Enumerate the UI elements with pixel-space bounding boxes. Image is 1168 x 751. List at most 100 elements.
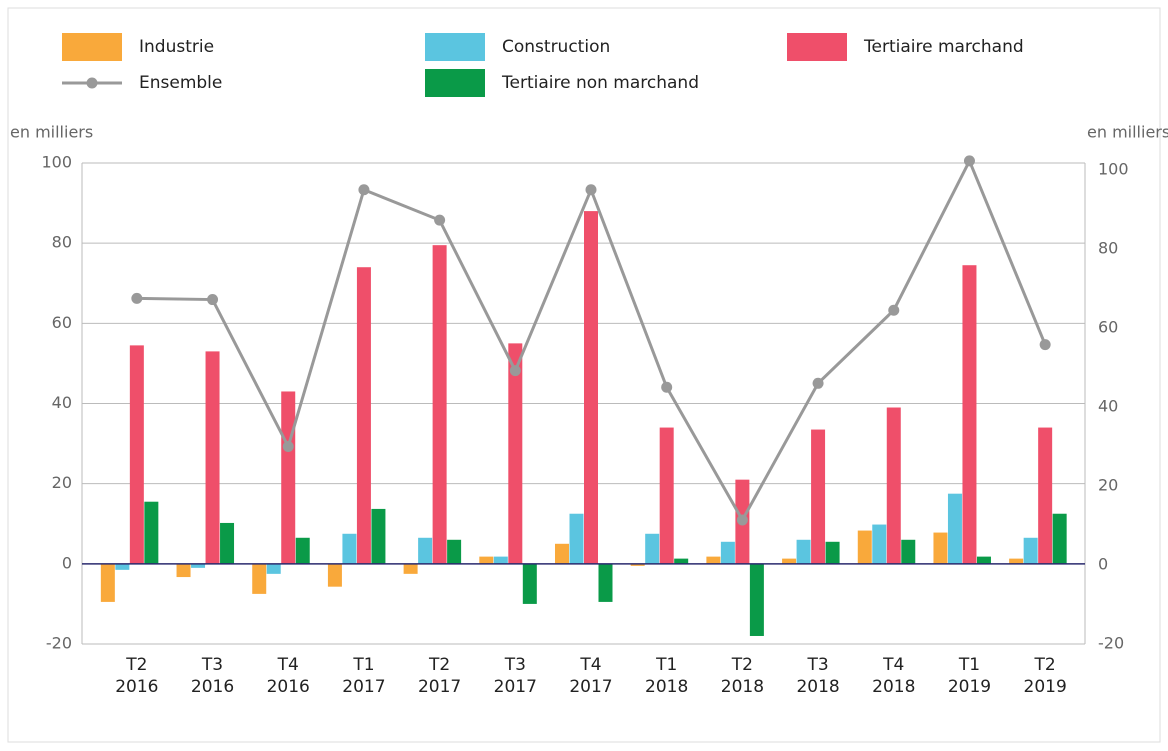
bar <box>418 537 433 564</box>
legend-swatch <box>787 33 847 61</box>
point <box>358 184 370 196</box>
x-tick-part: T1 <box>655 655 677 675</box>
bar <box>933 532 948 564</box>
x-tick-part: T4 <box>882 655 904 675</box>
y-tick-label: 80 <box>52 233 72 252</box>
bar <box>432 245 447 564</box>
x-tick-part: 2016 <box>115 677 158 697</box>
bar <box>176 563 191 578</box>
x-tick-part: 2016 <box>267 677 310 697</box>
point <box>585 184 597 196</box>
x-tick-part: T2 <box>731 655 753 675</box>
x-tick-label: T2 2016 <box>115 655 158 697</box>
bar <box>129 345 144 564</box>
x-tick-label: T3 2016 <box>191 655 234 697</box>
x-tick-part: T2 <box>125 655 147 675</box>
bar <box>191 563 206 568</box>
x-tick-label: T2 2017 <box>418 655 461 697</box>
bar <box>342 533 357 564</box>
x-tick-label: T2 2019 <box>1024 655 1067 697</box>
x-tick-part: 2017 <box>418 677 461 697</box>
legend-point <box>86 77 98 89</box>
bar <box>659 427 674 564</box>
legend-label: Ensemble <box>139 73 222 93</box>
bar <box>886 407 901 564</box>
x-tick-part: 2019 <box>948 677 991 697</box>
bar <box>645 533 660 564</box>
y-tick-label: 100 <box>41 153 72 172</box>
bar <box>327 563 342 587</box>
x-tick-part: T4 <box>277 655 299 675</box>
bar <box>205 351 220 564</box>
bar <box>115 563 130 570</box>
x-tick-label: T2 2018 <box>721 655 764 697</box>
point <box>509 365 521 377</box>
bar <box>356 267 371 564</box>
bar <box>825 541 840 564</box>
y2-tick-label: 60 <box>1098 318 1118 337</box>
x-tick-part: 2017 <box>342 677 385 697</box>
x-tick-label: T3 2018 <box>796 655 839 697</box>
x-tick-part: T2 <box>1034 655 1056 675</box>
legend-swatch <box>425 33 485 61</box>
bar <box>584 211 598 564</box>
point <box>207 294 219 306</box>
bar <box>674 558 689 564</box>
bar <box>447 539 462 564</box>
y2-tick-label: 0 <box>1098 555 1108 574</box>
x-tick-part: 2016 <box>191 677 234 697</box>
y-tick-label: 0 <box>62 553 72 572</box>
legend-label: Industrie <box>139 37 214 57</box>
bar <box>403 563 418 574</box>
bar <box>796 539 811 564</box>
y2-tick-label: 100 <box>1098 160 1129 179</box>
bar <box>508 343 523 564</box>
x-tick-part: 2017 <box>494 677 537 697</box>
y-tick-label: 20 <box>52 473 72 492</box>
x-tick-part: T1 <box>352 655 374 675</box>
point <box>963 155 975 167</box>
point <box>888 304 900 316</box>
y2-tick-label: 20 <box>1098 476 1118 495</box>
bar <box>144 501 159 564</box>
bar <box>962 265 977 564</box>
bar <box>706 556 721 564</box>
bar <box>252 563 267 594</box>
bar <box>100 563 115 602</box>
x-tick-label: T1 2017 <box>342 655 385 697</box>
bar <box>901 539 916 564</box>
point <box>1039 339 1051 351</box>
x-tick-part: 2018 <box>796 677 839 697</box>
y-axis-label: en milliers <box>10 123 93 142</box>
bar <box>1038 427 1053 564</box>
x-tick-label: T4 2017 <box>569 655 612 697</box>
bar <box>857 530 872 564</box>
legend-label: Tertiaire marchand <box>863 37 1024 57</box>
bar <box>371 508 386 564</box>
legend-swatch <box>62 33 122 61</box>
y2-tick-label: 80 <box>1098 239 1118 258</box>
bar <box>749 563 764 636</box>
x-tick-part: 2018 <box>645 677 688 697</box>
bar <box>266 563 281 574</box>
bar <box>569 513 584 564</box>
y-tick-label: -20 <box>46 634 72 653</box>
x-tick-part: T4 <box>579 655 601 675</box>
bar <box>598 563 613 602</box>
point <box>434 214 446 226</box>
point <box>736 514 748 526</box>
x-tick-part: T3 <box>806 655 828 675</box>
x-tick-label: T1 2019 <box>948 655 991 697</box>
y-tick-label: 60 <box>52 313 72 332</box>
bar <box>555 543 569 564</box>
x-tick-part: 2017 <box>569 677 612 697</box>
bar <box>720 541 735 564</box>
y-tick-label: 40 <box>52 393 72 412</box>
bar <box>220 522 235 564</box>
bar <box>522 563 537 604</box>
bar <box>281 391 296 564</box>
y2-axis-label: en milliers <box>1087 123 1168 142</box>
x-tick-part: T3 <box>504 655 526 675</box>
x-tick-part: T2 <box>428 655 450 675</box>
bar <box>1052 513 1067 564</box>
